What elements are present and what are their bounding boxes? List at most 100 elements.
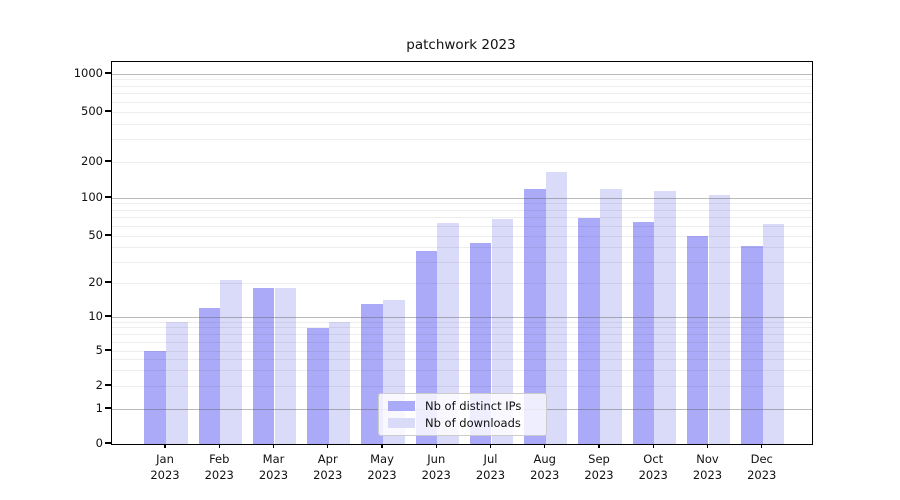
gridline-minor [112,359,812,361]
bar-downloads-sep [600,189,622,444]
x-tick-label: Jul 2023 [476,451,505,483]
gridline-major [112,316,812,318]
bar-downloads-dec [762,224,785,444]
x-tick-label: Mar 2023 [259,451,288,483]
legend-label-distinct-ips: Nb of distinct IPs [425,399,522,413]
gridline-minor [112,235,812,237]
gridline-minor [112,327,812,329]
x-tick-label-line: 2023 [475,468,506,482]
x-tick-label-line: 2023 [421,468,451,482]
x-tick-label-line: 2023 [367,468,397,482]
x-tick-mark [435,444,437,449]
plot-area [111,61,813,445]
x-tick-label-line: Jul [483,452,498,466]
y-tick-label: 50 [88,228,103,242]
bar-distinct-ips-dec [741,246,763,444]
x-tick-label-line: Nov [696,452,719,466]
x-tick-label-line: Oct [643,452,664,466]
gridline-minor [112,93,812,95]
gridline-minor [112,333,812,335]
bar-downloads-feb [220,280,242,444]
x-tick-label-line: Sep [588,452,610,466]
gridline-minor [112,85,812,87]
chart-title: patchwork 2023 [406,37,516,53]
x-tick-label-line: 2023 [204,468,234,482]
x-tick-mark [327,444,329,449]
y-tick-label: 20 [88,275,103,289]
y-tick-mark [105,315,111,317]
bar-distinct-ips-feb [198,308,221,444]
x-tick-label-line: 2023 [258,468,289,482]
bar-downloads-jun [437,223,459,444]
x-tick-mark [652,444,654,449]
legend-swatch-downloads [388,418,415,428]
legend-label-downloads: Nb of downloads [425,416,521,430]
gridline-minor [112,341,812,343]
gridline-minor [112,385,812,387]
y-tick-mark [105,281,111,283]
x-tick-label: Apr 2023 [313,451,342,483]
gridline-minor [112,79,812,81]
legend-item-downloads: Nb of downloads [386,415,539,431]
x-tick-label-line: Jun [427,452,446,466]
x-tick-mark [544,444,546,449]
y-tick-mark [105,72,111,74]
x-tick-label-line: Mar [262,452,285,466]
gridline-minor [112,350,812,352]
y-tick-label: 1 [95,401,103,415]
x-tick-label: May 2023 [367,451,396,483]
gridline-minor [112,246,812,248]
gridline-minor [112,101,812,103]
x-tick-label: Feb 2023 [205,451,234,483]
x-tick-label-line: Aug [533,452,556,466]
x-tick-label: Aug 2023 [530,451,559,483]
y-tick-label: 2 [95,378,103,392]
gridline-major [112,73,812,75]
gridline-minor [112,282,812,284]
bar-downloads-jan [166,322,188,444]
x-tick-mark [489,444,492,449]
y-tick-mark [105,384,111,386]
gridline-minor [112,139,812,141]
legend: Nb of distinct IPs Nb of downloads [378,393,547,436]
x-tick-label-line: May [370,452,394,466]
x-tick-mark [706,444,709,449]
x-tick-label: Jan 2023 [150,451,179,483]
gridline-minor [112,123,812,125]
gridline-minor [112,209,812,211]
x-tick-label: Sep 2023 [584,451,613,483]
x-tick-mark [272,444,275,449]
bar-distinct-ips-nov [686,236,709,444]
gridline-minor [112,370,812,371]
x-tick-label-line: Jan [156,452,174,466]
gridline-major [112,197,812,199]
x-tick-label-line: 2023 [584,468,614,482]
bar-distinct-ips-may [361,304,383,444]
bar-downloads-mar [274,288,297,444]
y-tick-label: 100 [81,190,103,204]
legend-swatch-distinct-ips [388,401,415,411]
gridline-minor [112,161,812,163]
y-tick-label: 5 [95,343,103,357]
x-tick-label-line: Feb [209,452,230,466]
x-tick-label: Oct 2023 [639,451,668,483]
bar-downloads-apr [328,322,351,444]
y-tick-label: 500 [81,104,103,118]
y-tick-mark [105,407,111,409]
bar-downloads-nov [708,194,731,444]
y-tick-mark [105,196,111,198]
y-tick-label: 1000 [73,66,103,80]
bar-distinct-ips-mar [252,288,275,444]
x-tick-label-line: 2023 [530,468,560,482]
x-tick-label-line: Apr [317,452,338,466]
bar-distinct-ips-aug [524,188,546,444]
x-tick-label: Jun 2023 [422,451,451,483]
y-tick-label: 10 [88,309,103,323]
x-tick-label-line: Dec [750,452,773,466]
gridline-minor [112,217,812,219]
gridline-minor [112,321,812,323]
gridline-minor [112,203,812,205]
y-tick-label: 200 [81,154,103,168]
x-tick-label-line: 2023 [747,468,777,482]
